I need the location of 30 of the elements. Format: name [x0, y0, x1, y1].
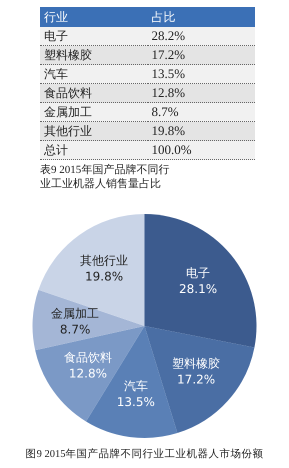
text: 12.8%	[152, 85, 186, 100]
slice-label: 电子	[186, 266, 210, 280]
text: 17.2%	[152, 47, 186, 62]
text: 8.7%	[152, 104, 179, 119]
text: 占比	[148, 7, 255, 27]
text: 28.2%	[152, 28, 186, 43]
category-label: 总计	[40, 140, 148, 160]
data-label: 28.1%	[179, 282, 218, 296]
category-label: 食品饮料	[40, 84, 148, 102]
text: 100.0%	[152, 142, 192, 157]
slice-label: 金属加工	[51, 306, 100, 320]
data-label: 17.2%	[177, 372, 216, 387]
category-label: 塑料橡胶	[40, 46, 148, 64]
text: 13.5%	[152, 66, 186, 81]
slice-label: 食品饮料	[64, 350, 112, 364]
text: 行业	[40, 7, 148, 27]
slice-label: 塑料橡胶	[172, 356, 220, 371]
category-label: 汽车	[40, 64, 148, 84]
data-label: 8.7%	[60, 322, 90, 336]
slice-label: 其他行业	[80, 254, 128, 268]
data-label: 13.5%	[116, 395, 155, 410]
category-label: 电子	[40, 27, 148, 46]
category-label: 其他行业	[40, 122, 148, 140]
text: 19.8%	[152, 123, 186, 138]
data-label: 19.8%	[85, 270, 124, 284]
text: 图9 2015年国产品牌不同行业工业机器人市场份额	[24, 447, 264, 461]
data-label: 12.8%	[68, 366, 108, 380]
category-label: 金属加工	[40, 102, 148, 122]
slice-label: 汽车	[124, 379, 148, 394]
text: 表9 2015年国产品牌不同行业工业机器人销售量占比	[40, 163, 170, 191]
